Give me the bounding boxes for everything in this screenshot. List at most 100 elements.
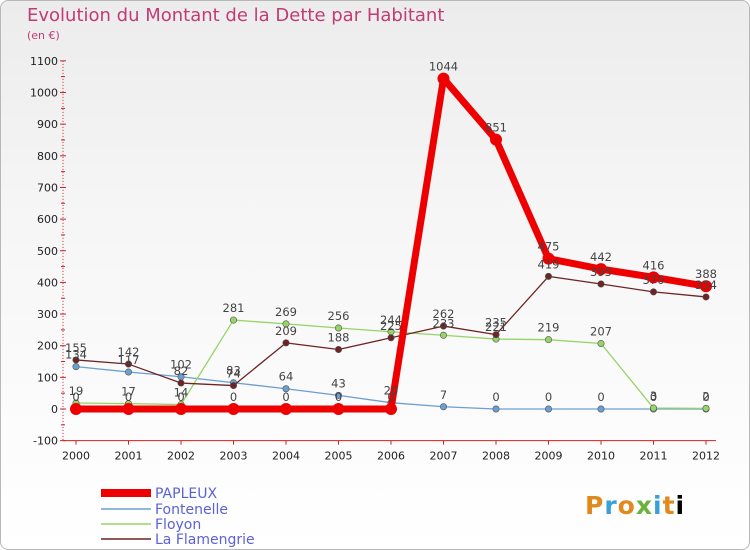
y-tick-label: 100 xyxy=(37,371,58,384)
x-tick-label: 2000 xyxy=(62,450,90,463)
data-point xyxy=(282,339,290,347)
data-point xyxy=(492,405,500,413)
data-label: 134 xyxy=(65,348,87,362)
data-point xyxy=(597,405,605,413)
chart-unit-label: (en €) xyxy=(27,29,60,42)
data-point xyxy=(70,403,82,415)
data-label: 475 xyxy=(538,240,560,254)
x-tick-label: 2006 xyxy=(377,450,405,463)
data-label: 7 xyxy=(440,388,447,402)
data-label: 388 xyxy=(695,267,717,281)
data-label: 0 xyxy=(387,390,394,404)
data-label: 19 xyxy=(69,384,84,398)
x-tick-label: 2009 xyxy=(535,450,563,463)
data-label: 370 xyxy=(643,273,665,287)
data-label: 419 xyxy=(538,257,560,271)
legend-label: Floyon xyxy=(155,517,201,533)
data-label: 244 xyxy=(380,313,402,327)
data-point xyxy=(72,363,80,371)
y-tick-label: 500 xyxy=(37,245,58,258)
data-point xyxy=(544,405,552,413)
data-label: 395 xyxy=(590,265,612,279)
y-tick-label: 300 xyxy=(37,308,58,321)
data-label: 0 xyxy=(597,390,604,404)
data-point xyxy=(125,360,133,368)
chart-title: Evolution du Montant de la Dette par Hab… xyxy=(27,5,445,26)
data-label: 416 xyxy=(643,258,665,272)
data-label: 0 xyxy=(702,390,709,404)
data-label: 0 xyxy=(335,390,342,404)
y-tick-label: 400 xyxy=(37,276,58,289)
data-label: 256 xyxy=(328,309,350,323)
data-label: 442 xyxy=(590,250,612,264)
data-point xyxy=(595,263,607,276)
data-label: 0 xyxy=(282,390,289,404)
data-point xyxy=(647,271,660,284)
data-label: 269 xyxy=(275,305,297,319)
x-tick-label: 2001 xyxy=(115,450,143,463)
data-label: 235 xyxy=(485,316,507,330)
data-point xyxy=(334,345,342,353)
data-point xyxy=(649,288,657,296)
data-point xyxy=(72,356,80,364)
data-point xyxy=(282,320,290,328)
data-point xyxy=(334,324,342,332)
data-point xyxy=(437,72,450,85)
data-label: 74 xyxy=(226,367,241,381)
data-label: 14 xyxy=(174,386,189,400)
data-label: 0 xyxy=(177,390,184,404)
data-point xyxy=(439,403,447,411)
x-tick-label: 2005 xyxy=(325,450,353,463)
data-point xyxy=(544,272,552,280)
data-label: 0 xyxy=(230,390,237,404)
data-point xyxy=(492,331,500,339)
data-label: 2 xyxy=(702,389,709,403)
y-tick-label: 900 xyxy=(37,118,58,131)
data-label: 221 xyxy=(485,320,507,334)
data-label: 354 xyxy=(695,278,717,292)
data-label: 1044 xyxy=(429,60,458,74)
x-tick-label: 2012 xyxy=(692,450,720,463)
data-point xyxy=(177,379,185,387)
x-tick-label: 2011 xyxy=(640,450,668,463)
data-point xyxy=(122,403,135,415)
data-label: 0 xyxy=(72,390,79,404)
data-point xyxy=(332,403,345,415)
data-label: 281 xyxy=(223,301,245,315)
data-point xyxy=(387,334,395,342)
data-label: 43 xyxy=(331,376,346,390)
y-tick-label: -100 xyxy=(33,435,58,448)
x-tick-label: 2008 xyxy=(482,450,510,463)
data-point xyxy=(439,331,447,339)
data-label: 225 xyxy=(380,319,402,333)
chart-series xyxy=(70,72,712,415)
data-label: 219 xyxy=(538,321,560,335)
data-point xyxy=(702,293,710,301)
data-point xyxy=(490,133,502,146)
y-tick-label: 1000 xyxy=(30,87,58,100)
y-tick-label: 1100 xyxy=(30,55,58,68)
data-label: 82 xyxy=(174,364,189,378)
data-label: 117 xyxy=(118,353,140,367)
x-tick-label: 2004 xyxy=(272,450,300,463)
data-point xyxy=(230,382,238,390)
y-tick-label: 0 xyxy=(51,403,58,416)
data-label: 83 xyxy=(226,364,241,378)
data-label: 188 xyxy=(328,330,350,344)
y-tick-label: 700 xyxy=(37,181,58,194)
data-label: 64 xyxy=(279,370,294,384)
data-point xyxy=(227,403,240,415)
data-point xyxy=(597,280,605,288)
data-label: 0 xyxy=(650,390,657,404)
y-tick-label: 200 xyxy=(37,340,58,353)
data-point xyxy=(230,316,238,324)
x-tick-label: 2010 xyxy=(587,450,615,463)
data-label: 20 xyxy=(384,384,399,398)
data-point xyxy=(175,403,187,415)
data-point xyxy=(125,368,133,376)
data-label: 207 xyxy=(590,324,612,338)
data-label: 102 xyxy=(170,358,192,372)
